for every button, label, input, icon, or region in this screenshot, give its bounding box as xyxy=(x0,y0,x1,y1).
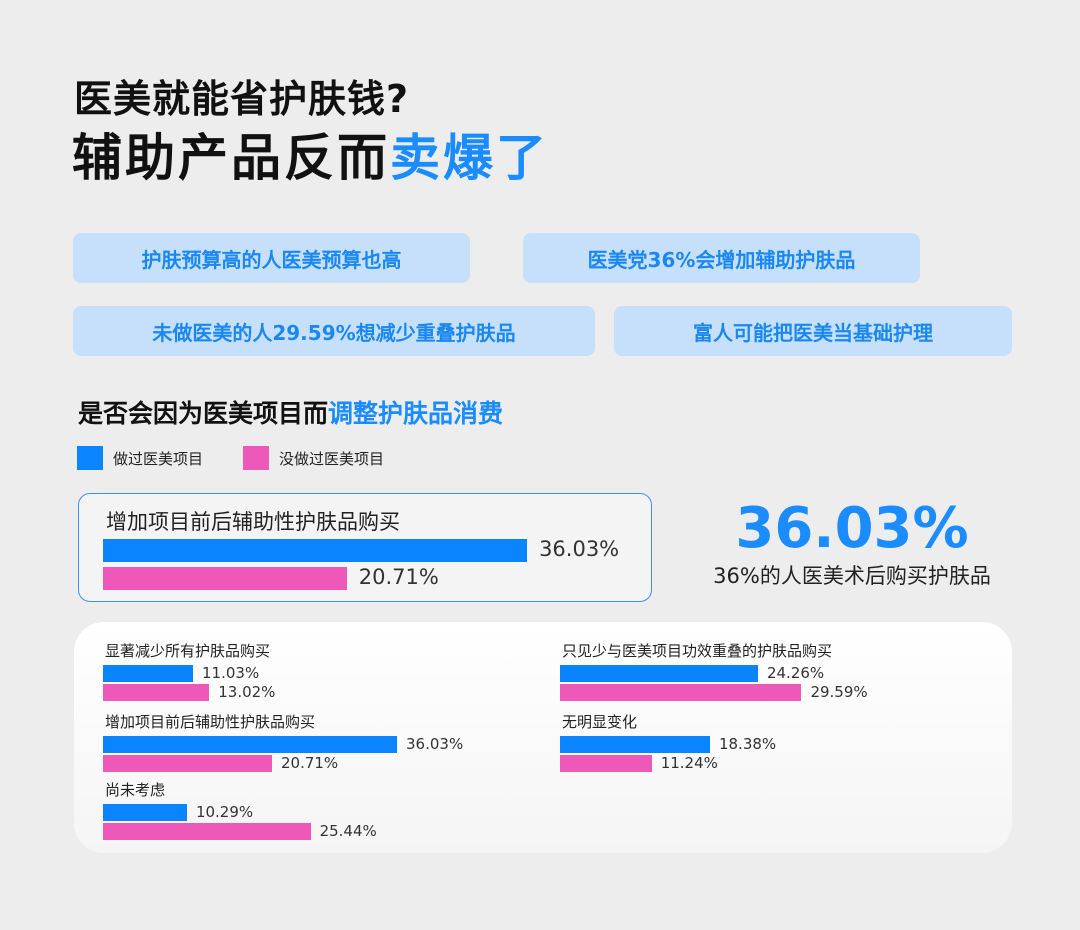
bar-series1 xyxy=(103,804,187,821)
legend-swatch xyxy=(77,446,103,470)
chart-subtitle: 是否会因为医美项目而调整护肤品消费 xyxy=(78,394,503,430)
bar-value-label: 11.24% xyxy=(660,754,718,772)
bar-value-label: 11.03% xyxy=(202,664,260,682)
insight-pill: 未做医美的人29.59%想减少重叠护肤品 xyxy=(73,306,595,356)
category-label: 显著减少所有护肤品购买 xyxy=(105,642,271,660)
bar-series1 xyxy=(103,665,193,682)
bar-series1 xyxy=(103,539,528,562)
bar-value-label: 20.71% xyxy=(280,754,339,772)
subtitle-plain: 是否会因为医美项目而 xyxy=(78,399,329,428)
legend-item-series2: 没做过医美项目 xyxy=(243,446,384,470)
category-label: 尚未考虑 xyxy=(105,781,166,799)
featured-card: 增加项目前后辅助性护肤品购买 36.03% 20.71% xyxy=(78,493,652,602)
bar-series2 xyxy=(103,823,311,840)
bar-value-label: 25.44% xyxy=(319,822,377,840)
title-line2-plain: 辅助产品反而 xyxy=(72,129,390,187)
bar-series1 xyxy=(103,736,397,753)
bar-value-label: 18.38% xyxy=(718,735,777,753)
title-line1: 医美就能省护肤钱? xyxy=(74,77,410,121)
legend-label: 没做过医美项目 xyxy=(279,449,385,468)
bar-value-label: 20.71% xyxy=(358,565,439,589)
bar-value-label: 13.02% xyxy=(218,683,276,701)
category-label: 增加项目前后辅助性护肤品购买 xyxy=(105,713,316,731)
bar-series2 xyxy=(560,755,652,772)
legend-label: 做过医美项目 xyxy=(113,449,204,468)
bar-value-label: 36.03% xyxy=(406,735,464,753)
bar-value-label: 29.59% xyxy=(810,683,868,701)
featured-label: 增加项目前后辅助性护肤品购买 xyxy=(106,510,400,534)
bar-value-label: 24.26% xyxy=(766,664,825,682)
insight-pill: 医美党36%会增加辅助护肤品 xyxy=(523,233,920,283)
bar-series1 xyxy=(560,665,758,682)
legend-item-series1: 做过医美项目 xyxy=(77,446,203,470)
bar-series2 xyxy=(103,755,272,772)
title-line2-accent: 卖爆了 xyxy=(390,129,549,187)
bar-series2 xyxy=(103,684,210,701)
bar-series1 xyxy=(560,736,710,753)
title-line2: 辅助产品反而卖爆了 xyxy=(72,118,549,190)
bar-value-label: 36.03% xyxy=(539,537,620,561)
legend-swatch xyxy=(243,446,269,470)
category-label: 只见少与医美项目功效重叠的护肤品购买 xyxy=(562,642,833,660)
detail-chart-card: 显著减少所有护肤品购买 11.03% 13.02% 增加项目前后辅助性护肤品购买 36.… xyxy=(74,622,1012,853)
highlight-value: 36.03% xyxy=(735,496,969,561)
insight-pill: 护肤预算高的人医美预算也高 xyxy=(73,233,470,283)
insight-pill: 富人可能把医美当基础护理 xyxy=(614,306,1012,356)
category-label: 无明显变化 xyxy=(562,713,638,731)
highlight-caption: 36%的人医美术后购买护肤品 xyxy=(713,564,991,588)
bar-series2 xyxy=(560,684,802,701)
bar-value-label: 10.29% xyxy=(195,803,254,821)
subtitle-accent: 调整护肤品消费 xyxy=(328,399,504,428)
bar-series2 xyxy=(103,567,347,590)
